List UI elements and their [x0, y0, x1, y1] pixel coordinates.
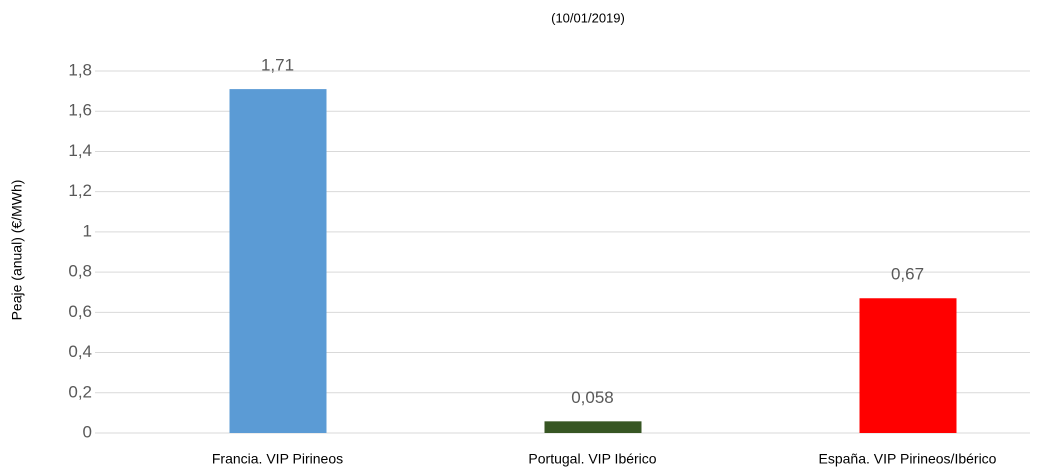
bar	[859, 298, 957, 433]
y-tick-label: 1,2	[68, 181, 92, 200]
y-axis-title: Peaje (anual) (€/MWh)	[9, 180, 25, 321]
data-label: 0,058	[571, 388, 614, 407]
y-tick-label: 1,8	[68, 60, 92, 79]
x-tick-label: Portugal. VIP Ibérico	[528, 451, 656, 467]
y-tick-label: 0,6	[68, 302, 92, 321]
y-tick-label: 0,2	[68, 382, 92, 401]
x-tick-label: España. VIP Pirineos/Ibérico	[819, 451, 997, 467]
data-label: 1,71	[261, 56, 294, 75]
y-tick-label: 0,4	[68, 342, 92, 361]
data-label: 0,67	[891, 265, 924, 284]
y-tick-label: 1,4	[68, 141, 92, 160]
x-tick-label: Francia. VIP Pirineos	[212, 451, 343, 467]
chart-title: (10/01/2019)	[551, 10, 625, 25]
bar	[229, 89, 327, 433]
y-tick-label: 0	[83, 422, 92, 441]
bar	[544, 421, 642, 433]
y-tick-label: 1	[83, 221, 92, 240]
y-tick-label: 1,6	[68, 101, 92, 120]
y-tick-label: 0,8	[68, 262, 92, 281]
